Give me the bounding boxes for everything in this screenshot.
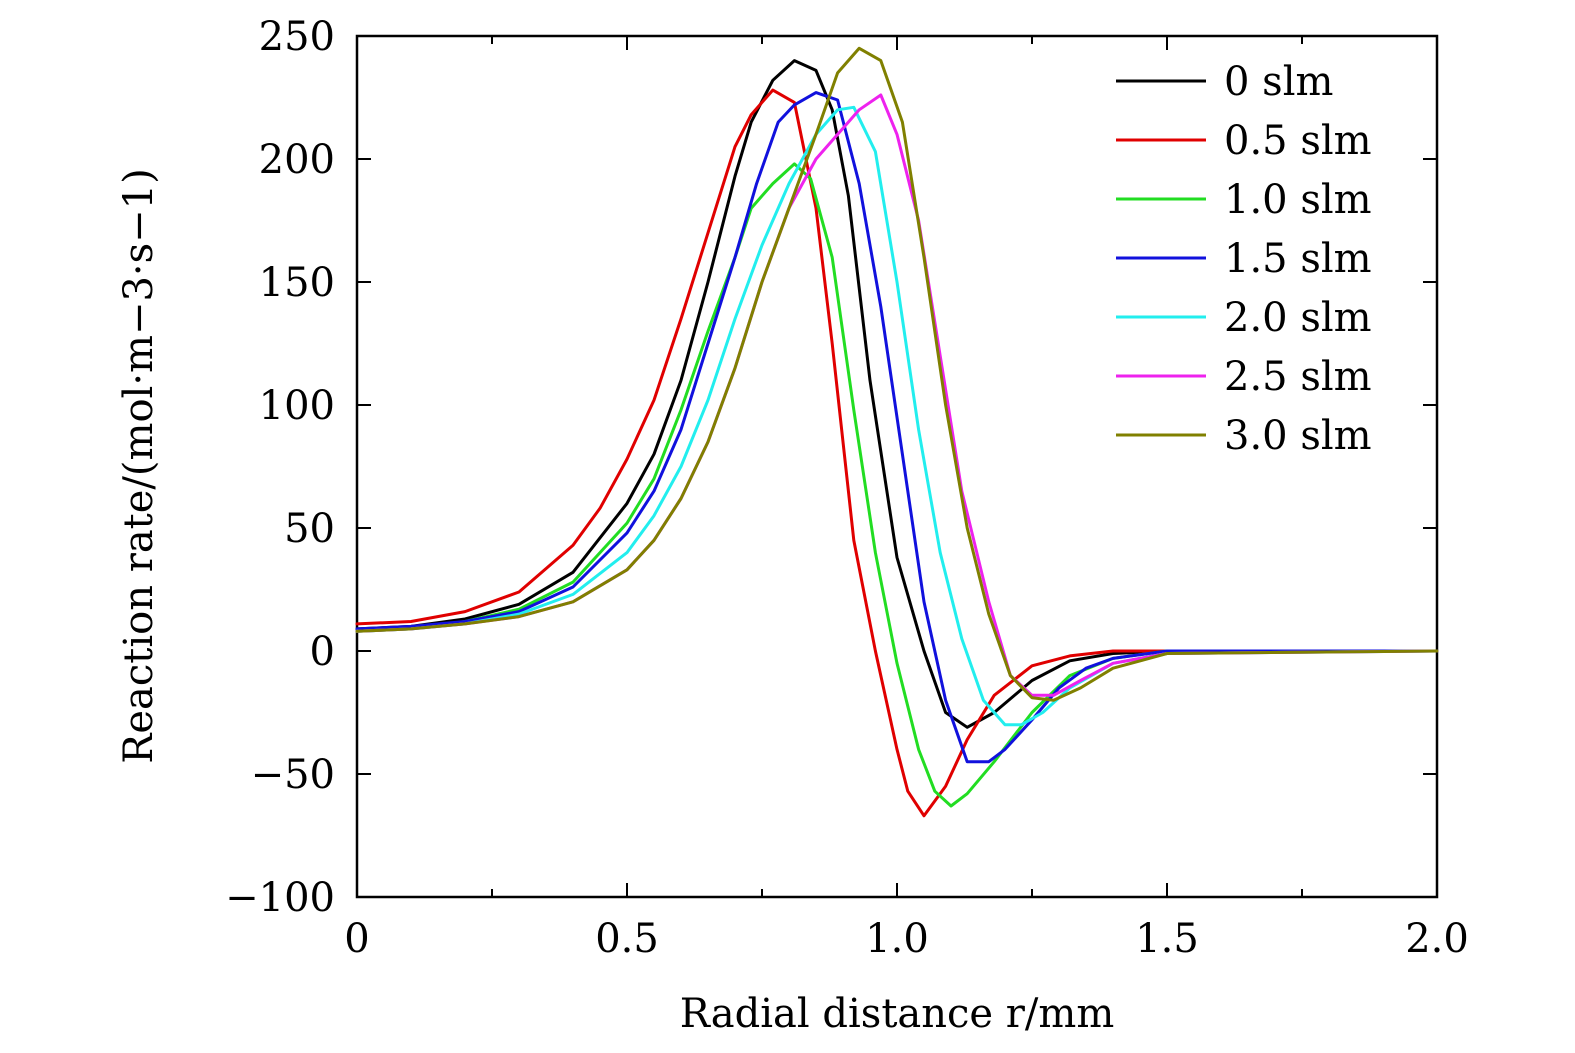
legend-label: 1.0 slm (1224, 177, 1372, 223)
y-axis-ticks: −100 −50 0 50 100 150 200 250 (225, 14, 1437, 921)
y-tick-label: 100 (259, 383, 335, 429)
y-tick-label: −50 (251, 752, 335, 798)
series-line-1_0-slm (355, 162, 1439, 808)
y-tick-label: 250 (259, 14, 335, 60)
y-axis-label: Reaction rate/(mol·m−3·s−1) (116, 168, 162, 764)
plot-frame (355, 34, 1439, 899)
legend-label: 2.5 slm (1224, 354, 1372, 400)
x-tick-label: 2.0 (1405, 916, 1469, 962)
x-axis-ticks: 0 0.5 1.0 1.5 2.0 (344, 36, 1469, 962)
x-tick-label: 0 (344, 916, 369, 962)
legend-label: 3.0 slm (1224, 413, 1372, 459)
y-tick-label: 50 (284, 506, 335, 552)
y-tick-label: 0 (310, 629, 335, 675)
x-tick-label: 0.5 (595, 916, 659, 962)
y-tick-label: −100 (225, 875, 335, 921)
legend: 0 slm 0.5 slm 1.0 slm 1.5 slm 2.0 slm 2.5 slm… (1116, 59, 1372, 459)
legend-label: 0 slm (1224, 59, 1333, 105)
series-line-0_5-slm (355, 88, 1439, 818)
series-lines (355, 46, 1439, 818)
y-tick-label: 150 (259, 260, 335, 306)
series-line-0-slm (355, 59, 1439, 729)
legend-label: 0.5 slm (1224, 118, 1372, 164)
series-line-3_0-slm (355, 46, 1439, 702)
series-line-2_0-slm (355, 105, 1439, 727)
x-tick-label: 1.0 (865, 916, 929, 962)
x-axis-label: Radial distance r/mm (680, 991, 1115, 1037)
legend-label: 1.5 slm (1224, 236, 1372, 282)
x-tick-label: 1.5 (1135, 916, 1199, 962)
y-tick-label: 200 (259, 137, 335, 183)
series-line-1_5-slm (355, 91, 1439, 764)
legend-label: 2.0 slm (1224, 295, 1372, 341)
